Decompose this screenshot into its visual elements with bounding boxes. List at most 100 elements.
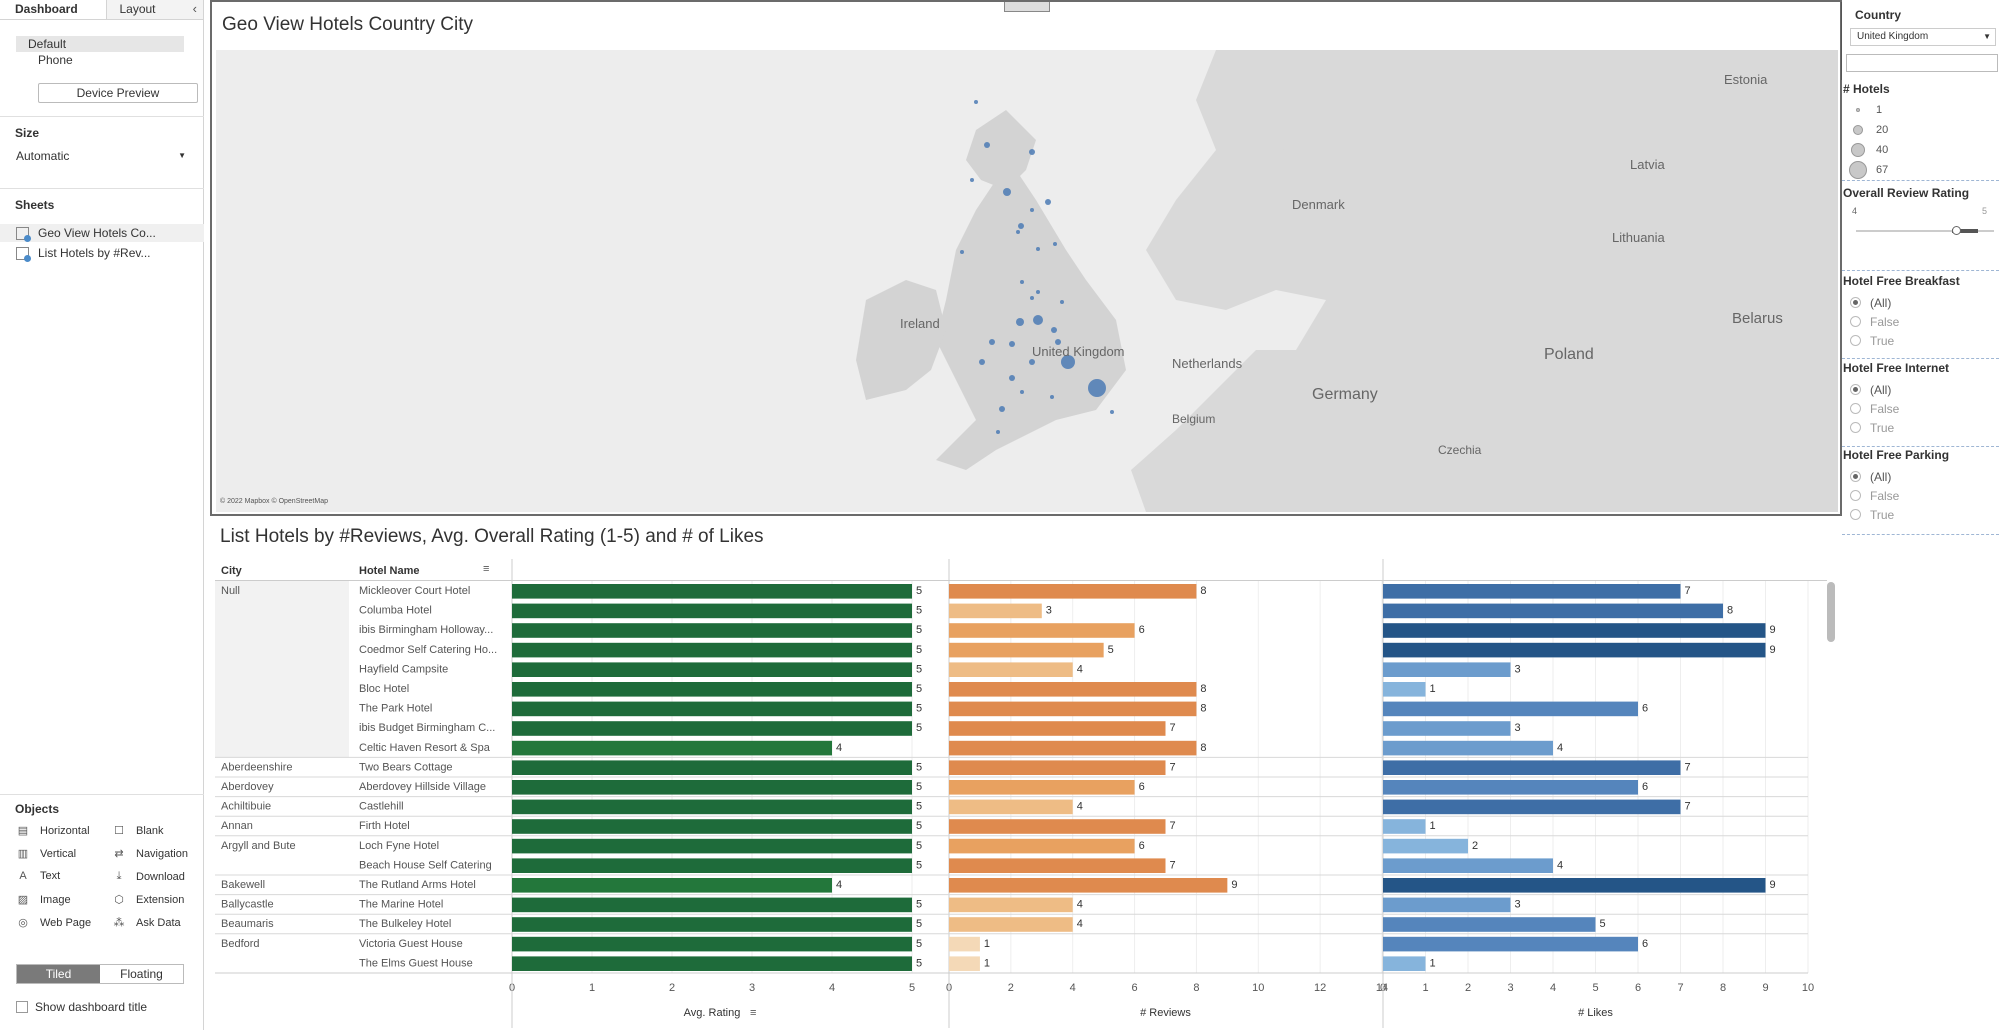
hotel-bubble[interactable] [1029,359,1035,365]
rating-bar[interactable] [512,740,832,756]
hotel-name-cell[interactable]: The Rutland Arms Hotel [359,879,476,891]
hotel-bubble[interactable] [1088,379,1106,397]
hotel-name-cell[interactable]: Firth Hotel [359,820,410,832]
rating-bar[interactable] [512,584,912,599]
radio-option-1[interactable]: False [1850,312,1899,331]
likes-bar[interactable] [1383,603,1723,619]
rating-bar[interactable] [512,780,912,795]
hotel-name-cell[interactable]: Castlehill [359,801,404,813]
rating-bar[interactable] [512,799,912,815]
likes-bar[interactable] [1383,936,1638,952]
object-image[interactable]: ▨ Image [16,893,71,907]
hotel-bubble[interactable] [974,100,978,104]
rating-bar[interactable] [512,956,912,971]
hotels-legend-item[interactable]: 1 [1842,100,1999,120]
rating-bar[interactable] [512,897,912,913]
radio-option-2[interactable]: True [1850,331,1899,350]
radio-option-0[interactable]: (All) [1850,380,1899,399]
hotel-bubble[interactable] [996,430,1000,434]
reviews-bar[interactable] [949,662,1073,677]
reviews-bar[interactable] [949,917,1073,932]
reviews-bar[interactable] [949,956,980,971]
likes-bar[interactable] [1383,956,1426,971]
likes-bar[interactable] [1383,838,1468,854]
rating-bar[interactable] [512,721,912,736]
col-hotel-header[interactable]: Hotel Name [359,565,420,577]
country-dropdown[interactable]: United Kingdom ▼ [1850,28,1996,46]
radio-option-0[interactable]: (All) [1850,293,1899,312]
rating-bar[interactable] [512,662,912,677]
likes-bar[interactable] [1383,662,1511,677]
likes-bar[interactable] [1383,682,1426,697]
hotel-name-cell[interactable]: Two Bears Cottage [359,761,453,773]
hotel-name-cell[interactable]: Coedmor Self Catering Ho... [359,644,497,656]
likes-bar[interactable] [1383,740,1553,756]
device-preview-button[interactable]: Device Preview [38,83,198,103]
floating-button[interactable]: Floating [120,967,163,981]
hotel-name-cell[interactable]: ibis Budget Birmingham C... [359,722,495,734]
hotel-name-cell[interactable]: Celtic Haven Resort & Spa [359,742,491,754]
rating-bar[interactable] [512,819,912,834]
hotel-name-cell[interactable]: Mickleover Court Hotel [359,585,470,597]
hotel-bubble[interactable] [1061,355,1075,369]
hotel-bubble[interactable] [1016,230,1020,234]
hotel-bubble[interactable] [1020,390,1024,394]
hotel-bubble[interactable] [989,339,995,345]
likes-bar[interactable] [1383,858,1553,873]
scrollbar-thumb[interactable] [1827,582,1835,642]
country-search-input[interactable] [1846,54,1998,72]
likes-bar[interactable] [1383,623,1766,638]
tiled-button[interactable]: Tiled [17,965,100,983]
hotel-bubble[interactable] [1009,375,1015,381]
hotel-bubble[interactable] [1053,242,1057,246]
likes-bar[interactable] [1383,584,1681,599]
hotel-bubble[interactable] [1060,300,1064,304]
hotels-legend-item[interactable]: 20 [1842,120,1999,140]
hotel-bubble[interactable] [1030,296,1034,300]
hotel-bubble[interactable] [1016,318,1024,326]
hotel-bubble[interactable] [979,359,985,365]
object-horizontal[interactable]: ▤ Horizontal [16,824,90,838]
object-blank[interactable]: ☐ Blank [112,824,163,838]
reviews-bar[interactable] [949,623,1135,638]
rating-bar[interactable] [512,682,912,697]
hotel-name-cell[interactable]: Victoria Guest House [359,938,463,950]
likes-bar[interactable] [1383,917,1596,932]
rating-bar[interactable] [512,917,912,932]
reviews-bar[interactable] [949,584,1197,599]
reviews-bar[interactable] [949,936,980,952]
hotel-name-cell[interactable]: Beach House Self Catering [359,859,492,871]
likes-bar[interactable] [1383,760,1681,775]
likes-bar[interactable] [1383,642,1766,658]
likes-bar[interactable] [1383,799,1681,815]
hotel-bubble[interactable] [1055,339,1061,345]
rating-bar[interactable] [512,838,912,854]
radio-option-1[interactable]: False [1850,486,1899,505]
hotel-bubble[interactable] [1018,223,1024,229]
hotel-name-cell[interactable]: The Marine Hotel [359,899,443,911]
reviews-bar[interactable] [949,819,1166,834]
hotel-bubble[interactable] [1050,395,1054,399]
reviews-bar[interactable] [949,878,1228,893]
collapse-icon[interactable]: ‹ [192,1,197,16]
hotel-bubble[interactable] [1009,341,1015,347]
reviews-bar[interactable] [949,858,1166,873]
hotel-bubble[interactable] [1036,247,1040,251]
map-canvas[interactable] [216,50,1838,512]
hotel-bubble[interactable] [1045,199,1051,205]
reviews-bar[interactable] [949,701,1197,717]
hotel-name-cell[interactable]: The Elms Guest House [359,957,473,969]
sheet-item-geo[interactable]: Geo View Hotels Co... [16,226,156,242]
object-ask-data[interactable]: ⁂ Ask Data [112,916,181,930]
hotel-name-cell[interactable]: Loch Fyne Hotel [359,840,439,852]
sort-icon[interactable]: ≡ [750,1007,756,1019]
hotel-bubble[interactable] [1036,290,1040,294]
hotel-name-cell[interactable]: The Bulkeley Hotel [359,918,451,930]
hotel-bubble[interactable] [1033,315,1043,325]
radio-option-1[interactable]: False [1850,399,1899,418]
rating-bar[interactable] [512,936,912,952]
object-download[interactable]: ⤓ Download [112,870,185,883]
reviews-bar[interactable] [949,682,1197,697]
hotel-bubble[interactable] [1029,149,1035,155]
sort-icon[interactable]: ≡ [483,563,490,575]
